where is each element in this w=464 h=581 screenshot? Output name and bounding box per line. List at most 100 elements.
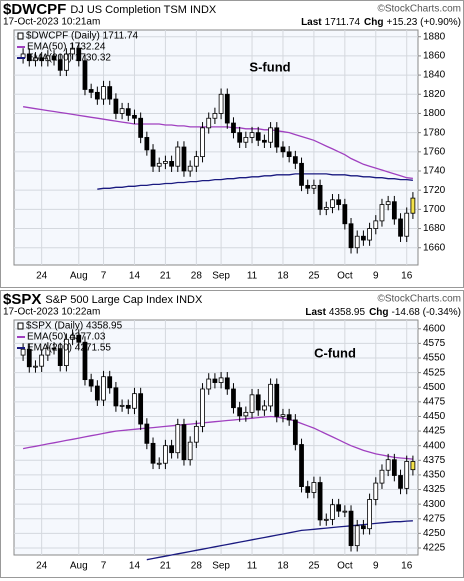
candle-body xyxy=(286,151,292,158)
candle-body xyxy=(181,424,187,461)
x-tick-label: Sep xyxy=(212,271,230,282)
candle-body xyxy=(39,354,45,367)
candle-body xyxy=(354,235,360,249)
x-tick-label: 7 xyxy=(101,271,107,282)
chart-title: $SPX S&P 500 Large Cap Index INDX xyxy=(3,291,203,308)
y-tick-label: 1840 xyxy=(423,70,446,81)
last: 1711.74 xyxy=(325,17,361,28)
candle-body xyxy=(373,220,379,229)
source: ©StockCharts.com xyxy=(377,4,461,15)
y-tick-label: 4225 xyxy=(423,543,446,554)
candle-body xyxy=(163,161,168,164)
candle-body xyxy=(398,475,403,489)
symbol: $SPX xyxy=(3,291,41,308)
candle-body xyxy=(101,376,106,401)
y-tick-label: 4450 xyxy=(423,411,446,422)
candle-body xyxy=(274,127,280,148)
legend-label: EMA(50) 4377.03 xyxy=(27,332,106,343)
candle-body xyxy=(361,235,366,241)
y-tick-label: 4550 xyxy=(423,353,446,364)
candle-body xyxy=(268,383,273,407)
candle-body xyxy=(262,405,267,411)
candle-body xyxy=(82,60,88,90)
x-tick-label: Aug xyxy=(70,271,88,282)
quote: Last 4358.95 Chg -14.68 (-0.34%) xyxy=(305,307,461,318)
candle-body xyxy=(132,114,137,119)
candle-body xyxy=(336,504,342,512)
candle-body xyxy=(373,482,379,500)
candle-body xyxy=(255,394,261,411)
ema-line xyxy=(22,106,413,180)
x-tick-label: 11 xyxy=(247,561,258,572)
y-tick-label: 4400 xyxy=(423,440,446,451)
candle-body xyxy=(391,201,397,220)
y-tick-label: 1720 xyxy=(423,185,446,196)
y-tick-label: 1680 xyxy=(423,223,446,234)
y-tick-label: 4300 xyxy=(423,499,446,510)
candle-body xyxy=(94,385,100,401)
candle-body xyxy=(286,414,292,421)
legend-label: EMA(50) 1732.24 xyxy=(27,42,106,53)
candle-body xyxy=(45,55,51,62)
candle-body xyxy=(138,117,144,138)
candle-body xyxy=(237,132,243,143)
candle-body xyxy=(367,228,372,241)
candle-body xyxy=(26,53,32,62)
candle-body xyxy=(268,127,273,143)
candle-body xyxy=(156,162,162,167)
candle-body xyxy=(206,117,212,129)
candle-body xyxy=(88,379,94,387)
y-tick-label: 4500 xyxy=(423,382,446,393)
candle-body xyxy=(156,462,162,465)
candle-body xyxy=(361,525,366,530)
candle-body xyxy=(76,334,82,343)
candle-body xyxy=(64,53,69,71)
candle-body xyxy=(175,424,181,454)
x-tick-label: Oct xyxy=(337,561,353,572)
x-tick-label: 18 xyxy=(277,561,289,572)
x-tick-label: 25 xyxy=(308,561,320,572)
candle-body xyxy=(200,127,205,158)
candle-body xyxy=(113,387,119,407)
x-tick-label: 7 xyxy=(101,561,107,572)
x-tick-label: 28 xyxy=(191,271,203,282)
y-tick-label: 1760 xyxy=(423,146,446,157)
candle-body xyxy=(262,139,267,143)
candle-body xyxy=(70,334,75,340)
candle-body xyxy=(187,165,193,172)
description: DJ US Completion TSM INDX xyxy=(70,4,217,16)
candle-body xyxy=(107,376,113,389)
candle-body xyxy=(163,445,168,464)
candle-body xyxy=(82,341,88,381)
candle-body xyxy=(119,108,125,114)
candle-body xyxy=(410,197,416,214)
plot-area xyxy=(13,29,419,266)
last-label: Last xyxy=(305,307,326,318)
candle-body xyxy=(317,482,323,521)
x-tick-label: 24 xyxy=(36,561,48,572)
candle-body xyxy=(385,201,391,205)
y-tick-label: 4475 xyxy=(423,396,446,407)
y-tick-label: 4425 xyxy=(423,426,446,437)
x-tick-label: 9 xyxy=(373,561,379,572)
candle-body xyxy=(51,347,57,350)
x-tick-label: Aug xyxy=(70,561,88,572)
candle-body xyxy=(379,469,385,484)
x-tick-label: 18 xyxy=(277,271,289,282)
chg-label: Chg xyxy=(369,307,388,318)
candle-body xyxy=(311,482,317,493)
candle-body xyxy=(243,411,249,417)
candle-body xyxy=(138,393,144,425)
candle-body xyxy=(187,441,193,461)
candle-body xyxy=(132,393,137,409)
candle-body xyxy=(33,365,38,368)
legend-key xyxy=(17,32,24,40)
y-tick-label: 4525 xyxy=(423,367,446,378)
x-tick-label: 14 xyxy=(129,561,141,572)
candle-body xyxy=(299,444,304,488)
candle-body xyxy=(107,86,113,100)
candle-body xyxy=(305,486,311,493)
legend-label: $SPX (Daily) 4358.95 xyxy=(26,321,123,332)
x-tick-label: Oct xyxy=(337,271,353,282)
